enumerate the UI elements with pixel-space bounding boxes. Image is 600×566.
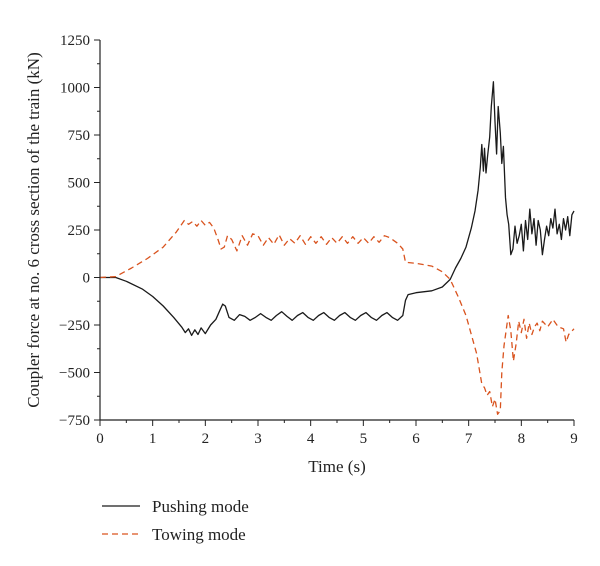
x-tick-label: 1 — [149, 431, 157, 447]
y-tick-label: 1250 — [60, 33, 90, 49]
plot-lines — [99, 81, 575, 415]
y-tick-label: −750 — [59, 413, 90, 429]
x-tick-label: 5 — [360, 431, 368, 447]
y-tick-label: 1000 — [60, 81, 90, 97]
x-tick-label: 3 — [254, 431, 262, 447]
y-tick-label: 500 — [68, 176, 91, 192]
y-tick-label: 0 — [83, 271, 91, 287]
y-tick-label: −500 — [59, 366, 90, 382]
y-ticks: −750 −500 −250 0 250 500 750 1000 1250 — [59, 33, 100, 429]
series-line-pushing-mode — [100, 81, 575, 337]
x-tick-label: 8 — [518, 431, 526, 447]
x-tick-label: 4 — [307, 431, 315, 447]
y-axis-title: Coupler force at no. 6 cross section of … — [24, 52, 43, 407]
x-ticks: 0 1 2 3 4 5 6 7 8 9 — [96, 420, 578, 447]
series-line-towing-mode — [99, 219, 575, 415]
x-tick-label: 7 — [465, 431, 473, 447]
legend-label-pushing-mode: Pushing mode — [152, 497, 249, 516]
x-tick-label: 9 — [570, 431, 578, 447]
legend-label-towing-mode: Towing mode — [152, 525, 246, 544]
y-tick-label: −250 — [59, 318, 90, 334]
x-tick-label: 2 — [202, 431, 210, 447]
legend: Pushing mode Towing mode — [102, 497, 249, 544]
x-tick-label: 0 — [96, 431, 104, 447]
y-tick-label: 250 — [68, 223, 91, 239]
x-tick-label: 6 — [412, 431, 420, 447]
x-axis-title: Time (s) — [308, 457, 365, 476]
y-tick-label: 750 — [68, 128, 91, 144]
